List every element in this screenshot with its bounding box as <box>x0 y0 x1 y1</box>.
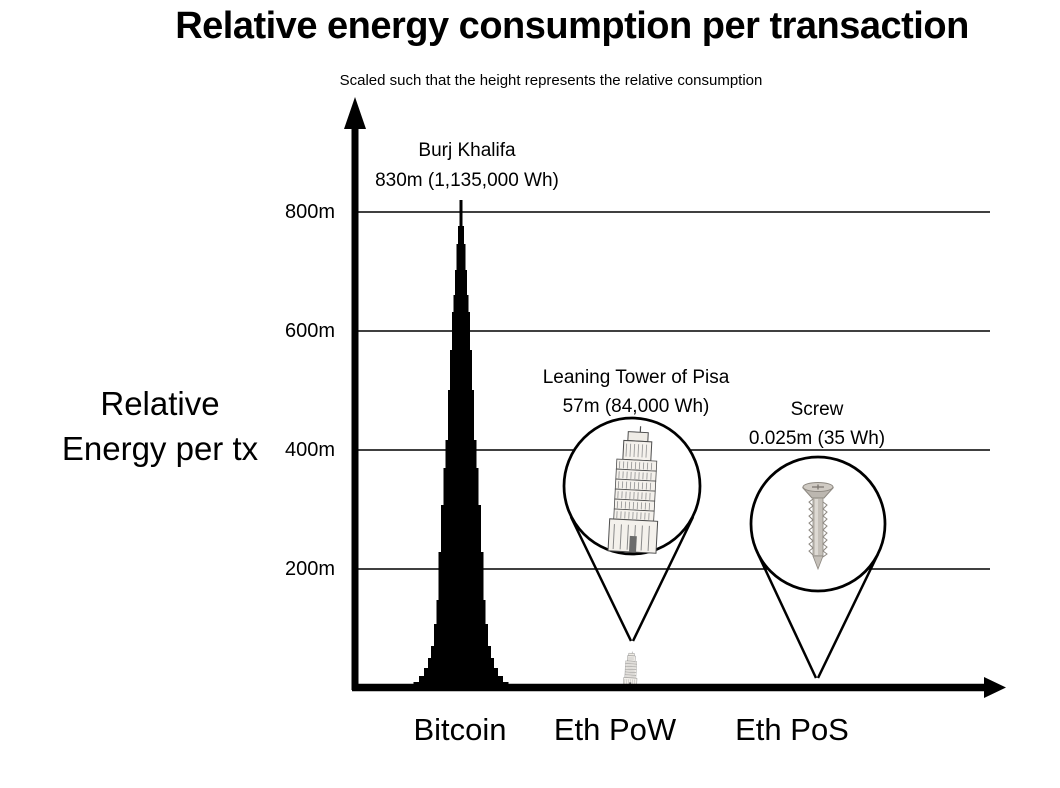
y-axis-arrow <box>344 97 366 129</box>
pisa-magnifier <box>562 416 702 642</box>
chart-subtitle: Scaled such that the height represents t… <box>339 72 763 89</box>
annotation-screw: Screw 0.025m (35 Wh) <box>667 395 967 453</box>
annotation-pisa-name: Leaning Tower of Pisa <box>542 367 730 388</box>
x-axis-arrow <box>984 677 1006 698</box>
x-category-eth-pos: Eth PoS <box>735 712 849 747</box>
screw-magnifier-right-line <box>816 553 880 679</box>
y-axis-title: Relative Energy per tx <box>10 381 310 471</box>
chart-title: Relative energy consumption per transact… <box>175 5 969 47</box>
x-axis <box>352 677 1006 698</box>
annotation-burj-detail: 830m (1,135,000 Wh) <box>375 170 559 191</box>
screw-magnifier-left-line <box>756 553 818 679</box>
pisa-magnifier-right-line <box>631 516 695 642</box>
annotation-screw-detail: 0.025m (35 Wh) <box>748 428 886 449</box>
x-category-bitcoin: Bitcoin <box>413 712 507 747</box>
annotation-pisa-detail: 57m (84,000 Wh) <box>562 396 710 417</box>
y-tick-400m: 400m <box>284 439 335 461</box>
pisa-magnifier-left-line <box>569 516 633 642</box>
annotation-leaning-tower: Leaning Tower of Pisa 57m (84,000 Wh) <box>486 363 786 421</box>
x-category-eth-pow: Eth PoW <box>553 712 677 747</box>
y-tick-200m: 200m <box>284 558 335 580</box>
tiny-pisa-tower-icon <box>622 651 639 688</box>
y-axis-title-line2: Energy per tx <box>61 430 259 467</box>
screw-magnifier <box>749 455 887 679</box>
burj-khalifa-silhouette-icon <box>413 200 509 688</box>
y-tick-600m: 600m <box>284 320 335 342</box>
y-axis-title-line1: Relative <box>100 385 220 422</box>
annotation-burj-khalifa: Burj Khalifa 830m (1,135,000 Wh) <box>317 136 617 196</box>
y-tick-800m: 800m <box>284 201 335 223</box>
y-axis <box>344 97 366 690</box>
annotation-burj-name: Burj Khalifa <box>418 140 516 161</box>
annotation-screw-name: Screw <box>790 399 844 420</box>
